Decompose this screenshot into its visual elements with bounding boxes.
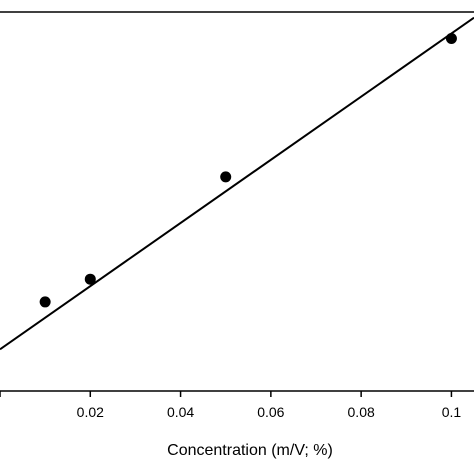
x-ticks: 0.02 0.04 0.06 0.08 0.1 <box>0 391 461 420</box>
data-point <box>445 33 457 45</box>
x-tick-label: 0.04 <box>167 404 194 420</box>
data-point <box>39 296 51 308</box>
data-point <box>220 171 232 183</box>
x-tick-label: 0.02 <box>77 404 104 420</box>
plot-frame <box>0 11 474 392</box>
fit-line <box>0 16 474 351</box>
data-points <box>39 33 457 308</box>
x-tick-label: 0.08 <box>348 404 375 420</box>
fit-line-group <box>0 16 474 351</box>
x-tick-label: 0.1 <box>442 404 462 420</box>
x-axis-label: Concentration (m/V; %) <box>167 442 333 459</box>
x-tick-label: 0.06 <box>257 404 284 420</box>
data-point <box>84 273 96 285</box>
